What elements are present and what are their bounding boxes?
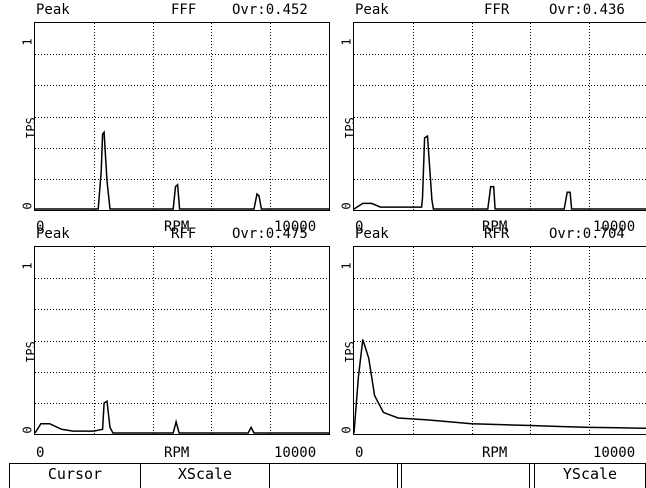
- plot-area[interactable]: [353, 22, 646, 211]
- y-tick-bottom: 0: [339, 426, 354, 434]
- x-tick-right: 10000: [274, 445, 317, 461]
- x-axis-label: RPM: [164, 445, 190, 461]
- spectrum-trace: [354, 339, 646, 434]
- x-tick-right: 10000: [593, 445, 636, 461]
- y-tick-top: 1: [20, 38, 35, 46]
- mode-label: Peak: [355, 226, 389, 242]
- plot-svg: [35, 23, 329, 210]
- x-axis-label: RPM: [164, 219, 190, 235]
- cursor-softkey[interactable]: Cursor: [9, 464, 141, 488]
- spectrum-trace: [35, 399, 329, 434]
- x-axis-labels: 0 RPM 10000: [335, 220, 646, 234]
- panel-fff: Peak FFF Ovr:0.452 1 IPS 0 0 RPM 10000: [0, 0, 335, 238]
- plot-svg: [354, 247, 646, 434]
- panel-header: Peak RFF Ovr:0.475: [0, 224, 335, 244]
- panel-rff: Peak RFF Ovr:0.475 1 IPS 0 0 RPM 10000: [0, 224, 335, 462]
- plot-area[interactable]: [34, 246, 330, 435]
- mode-label: Peak: [36, 2, 70, 18]
- overall-value: Ovr:0.452: [232, 2, 308, 18]
- spectrum-trace: [354, 134, 646, 210]
- y-tick-bottom: 0: [20, 202, 35, 210]
- x-tick-left: 0: [355, 445, 364, 461]
- yscale-softkey[interactable]: YScale: [535, 464, 646, 488]
- y-tick-bottom: 0: [339, 202, 354, 210]
- mode-label: Peak: [355, 2, 389, 18]
- x-tick-left: 0: [355, 219, 364, 235]
- plot-area[interactable]: [353, 246, 646, 435]
- softkey-3[interactable]: [270, 464, 398, 488]
- y-tick-top: 1: [339, 262, 354, 270]
- channel-label: FFF: [171, 2, 197, 18]
- x-axis-label: RPM: [482, 219, 508, 235]
- y-tick-bottom: 0: [20, 426, 35, 434]
- y-tick-top: 1: [339, 38, 354, 46]
- xscale-softkey[interactable]: XScale: [141, 464, 270, 488]
- channel-label: RFR: [484, 226, 510, 242]
- plot-svg: [354, 23, 646, 210]
- channel-label: RFF: [171, 226, 197, 242]
- softkey-4[interactable]: [398, 464, 402, 488]
- overall-value: Ovr:0.475: [232, 226, 308, 242]
- x-axis-labels: 0 RPM 10000: [0, 220, 335, 234]
- overall-value: Ovr:0.704: [549, 226, 625, 242]
- overall-value: Ovr:0.436: [549, 2, 625, 18]
- panel-ffr: Peak FFR Ovr:0.436 1 IPS 0 0 RPM 10000: [335, 0, 646, 238]
- x-axis-labels: 0 RPM 10000: [0, 446, 335, 460]
- panel-header: Peak FFF Ovr:0.452: [0, 0, 335, 20]
- softkey-6[interactable]: [530, 464, 535, 488]
- plot-svg: [35, 247, 329, 434]
- channel-label: FFR: [484, 2, 510, 18]
- panel-rfr: Peak RFR Ovr:0.704 1 IPS 0 0 RPM 10000: [335, 224, 646, 462]
- x-tick-right: 10000: [593, 219, 636, 235]
- softkey-5[interactable]: [402, 464, 530, 488]
- plot-area[interactable]: [34, 22, 330, 211]
- x-tick-right: 10000: [274, 219, 317, 235]
- y-tick-top: 1: [20, 262, 35, 270]
- panel-header: Peak RFR Ovr:0.704: [335, 224, 646, 244]
- x-axis-label: RPM: [482, 445, 508, 461]
- x-axis-labels: 0 RPM 10000: [335, 446, 646, 460]
- spectrum-trace: [35, 130, 329, 210]
- x-tick-left: 0: [36, 445, 45, 461]
- softkey-bar: Cursor XScale YScale: [9, 463, 646, 488]
- mode-label: Peak: [36, 226, 70, 242]
- x-tick-left: 0: [36, 219, 45, 235]
- panel-header: Peak FFR Ovr:0.436: [335, 0, 646, 20]
